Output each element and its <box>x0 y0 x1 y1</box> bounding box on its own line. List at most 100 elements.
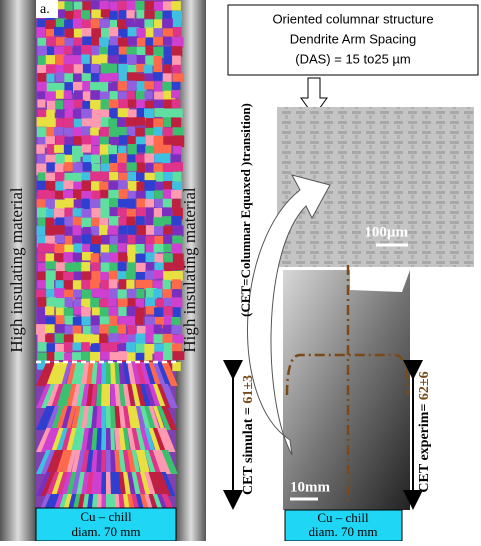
grain <box>127 316 136 327</box>
grain <box>101 63 110 73</box>
grain <box>171 90 179 98</box>
grain <box>171 46 182 57</box>
grain <box>56 90 65 99</box>
grain <box>119 334 130 343</box>
grain <box>91 155 100 163</box>
grain <box>45 173 56 182</box>
grain <box>82 199 90 210</box>
grain <box>47 244 55 252</box>
grain <box>82 36 92 45</box>
grain <box>164 298 172 306</box>
grain <box>64 118 75 128</box>
grain <box>164 262 173 271</box>
grain <box>73 18 84 28</box>
grain <box>162 153 170 163</box>
grain <box>136 91 146 100</box>
grain <box>100 290 109 299</box>
macro-notch <box>350 270 410 292</box>
grain <box>36 144 45 153</box>
grain <box>63 190 73 198</box>
grain <box>74 10 82 19</box>
grain <box>46 270 56 280</box>
grain <box>136 191 147 199</box>
grain <box>73 317 83 326</box>
grain <box>83 162 91 171</box>
grain <box>171 117 181 128</box>
grain <box>108 298 116 306</box>
grain <box>90 352 100 362</box>
grain <box>144 65 152 74</box>
grain <box>136 289 144 299</box>
grain <box>54 288 65 298</box>
grain <box>46 36 54 47</box>
grain <box>109 99 120 107</box>
grain <box>117 118 125 128</box>
grain <box>38 342 47 351</box>
grain <box>99 54 107 64</box>
grain <box>137 38 145 46</box>
grain <box>45 324 56 333</box>
info-text: Oriented columnar structure <box>272 11 433 26</box>
grain <box>119 73 128 81</box>
grain-map <box>36 0 184 518</box>
grain <box>173 172 182 183</box>
grain <box>163 73 172 82</box>
grain <box>136 128 145 137</box>
grain <box>73 217 82 226</box>
grain <box>108 225 117 234</box>
grain <box>145 1 155 10</box>
grain <box>100 127 110 137</box>
grain <box>90 100 101 110</box>
grain <box>92 226 100 235</box>
grain <box>72 154 80 162</box>
grain <box>55 72 64 82</box>
grain <box>101 406 106 430</box>
grain <box>46 74 54 82</box>
grain <box>118 271 126 280</box>
macrograph <box>283 270 410 510</box>
grain <box>90 82 102 90</box>
grain <box>46 279 54 289</box>
grain <box>37 65 46 73</box>
grain <box>38 73 47 83</box>
grain <box>91 136 100 145</box>
grain <box>135 117 145 125</box>
grain <box>64 280 74 289</box>
grain <box>153 37 163 46</box>
grain <box>56 217 66 225</box>
grain <box>136 216 145 225</box>
grain <box>163 99 173 109</box>
grain <box>118 253 127 262</box>
grain <box>163 253 173 264</box>
grain <box>64 342 72 352</box>
grain <box>56 154 65 165</box>
grain <box>82 271 91 281</box>
grain <box>91 334 101 343</box>
cet-value: 62±6 <box>417 371 432 400</box>
grain <box>109 172 118 180</box>
grain <box>82 144 91 152</box>
grain <box>65 297 73 307</box>
grain <box>110 450 115 474</box>
cet-label: CET experim= <box>417 400 432 493</box>
grain <box>127 81 137 91</box>
grain <box>55 191 63 199</box>
grain <box>172 99 181 108</box>
grain <box>90 91 100 100</box>
scale-label: 100µm <box>364 224 408 240</box>
info-text: (DAS) = 15 to25 µm <box>295 51 411 66</box>
grain <box>46 317 57 326</box>
grain <box>146 163 155 173</box>
grain <box>54 127 63 137</box>
grain <box>118 262 126 272</box>
grain <box>154 154 163 163</box>
grain <box>136 10 144 18</box>
grain <box>154 163 164 172</box>
info-text: Dendrite Arm Spacing <box>290 31 416 46</box>
grain <box>47 83 57 92</box>
grain <box>119 55 128 63</box>
grain <box>82 209 94 219</box>
chill-label: Cu – chill <box>317 510 369 525</box>
grain <box>55 324 66 333</box>
grain <box>73 225 81 236</box>
